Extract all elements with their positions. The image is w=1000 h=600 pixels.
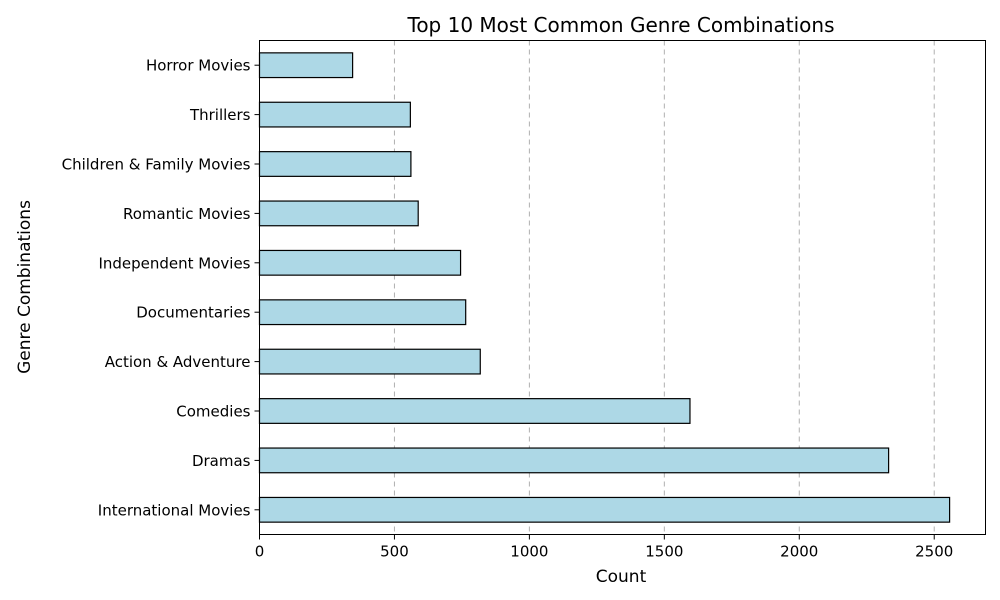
y-tick-label: Independent Movies <box>98 254 250 272</box>
bar-comedies <box>258 398 691 424</box>
x-tick-label: 2000 <box>780 543 818 561</box>
y-axis-label: Genre Combinations <box>15 200 35 374</box>
bars <box>258 52 951 523</box>
x-axis-label: Count <box>596 567 647 587</box>
bar-horror-movies <box>258 52 354 79</box>
x-axis-ticks: 0 500 1000 1500 2000 2500 <box>255 534 953 561</box>
x-tick-label: 2500 <box>915 543 953 561</box>
y-tick-label: Thrillers <box>189 106 251 124</box>
bar-thrillers <box>258 101 411 128</box>
y-tick-label: Comedies <box>176 403 250 421</box>
y-tick-label: International Movies <box>98 501 251 519</box>
y-tick-label: Children & Family Movies <box>62 156 251 174</box>
plot-frame <box>259 40 986 535</box>
y-tick-label: Action & Adventure <box>105 353 251 371</box>
x-tick-label: 1500 <box>645 543 683 561</box>
bar-action-adventure <box>258 348 481 375</box>
bar-international-movies <box>258 496 951 523</box>
y-tick-label: Dramas <box>192 452 251 470</box>
bar-independent-movies <box>258 249 462 276</box>
x-tick-label: 1000 <box>510 543 548 561</box>
y-tick-label: Romantic Movies <box>123 205 251 223</box>
chart-title: Top 10 Most Common Genre Combinations <box>407 13 835 37</box>
x-tick-label: 500 <box>380 543 409 561</box>
y-tick-label: Documentaries <box>136 304 250 322</box>
bar-romantic-movies <box>258 200 419 227</box>
bar-dramas <box>258 447 890 474</box>
y-axis-ticks: International Movies Dramas Comedies Action… <box>62 57 260 519</box>
bar-children-family-movies <box>258 151 412 177</box>
bar-documentaries <box>258 299 467 326</box>
y-tick-label: Horror Movies <box>146 57 251 75</box>
x-tick-label: 0 <box>255 543 265 561</box>
